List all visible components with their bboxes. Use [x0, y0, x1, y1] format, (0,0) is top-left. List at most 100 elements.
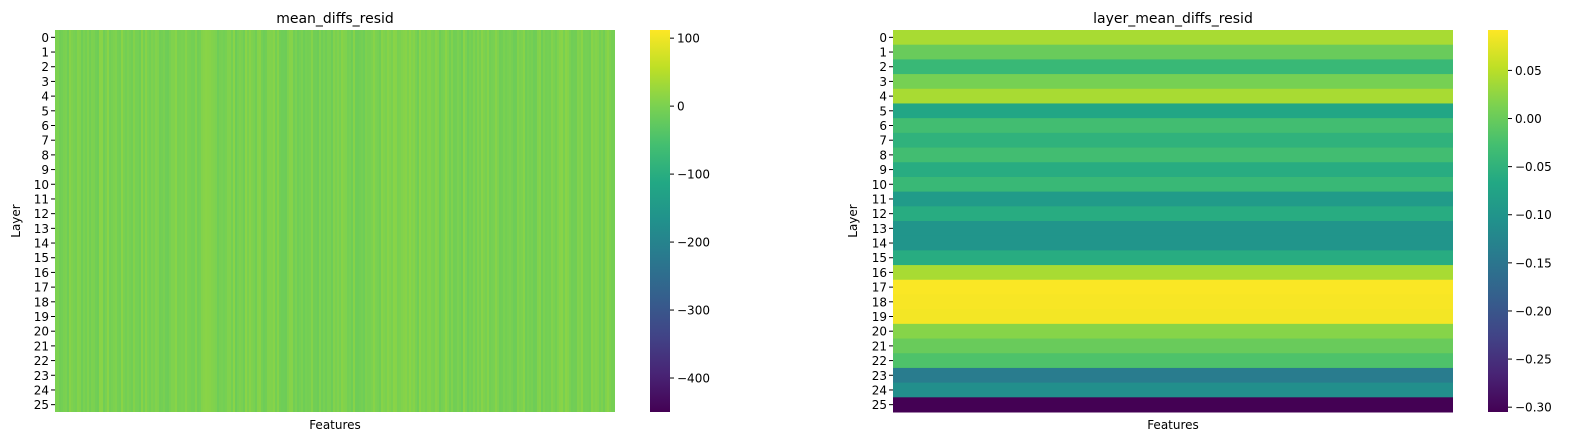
heatmap-left-feature-column	[229, 30, 231, 412]
heatmap-right-row-15	[893, 250, 1453, 266]
heatmap-left-feature-column	[289, 30, 291, 412]
heatmap-left-feature-column	[261, 30, 263, 412]
heatmap-left-feature-column	[233, 30, 235, 412]
heatmap-left-feature-column	[537, 30, 539, 412]
heatmap-left-feature-column	[353, 30, 355, 412]
heatmap-left-feature-column	[457, 30, 459, 412]
heatmap-left-feature-column	[383, 30, 385, 412]
y-tick-label: 14	[34, 237, 49, 251]
heatmap-left-feature-column	[153, 30, 155, 412]
heatmap-left-feature-column	[611, 30, 613, 412]
y-tick-label: 18	[34, 295, 49, 309]
heatmap-left-feature-column	[121, 30, 123, 412]
colorbar-left-ticks: 100 0 −100 −200 −300 −400	[670, 32, 710, 386]
heatmap-left-feature-column	[523, 30, 525, 412]
colorbar-tick-label: −200	[677, 236, 710, 250]
heatmap-left-feature-column	[205, 30, 207, 412]
y-tick-label: 7	[879, 134, 887, 148]
heatmap-right-row-19	[893, 309, 1453, 325]
heatmap-left-feature-column	[471, 30, 473, 412]
heatmap-left-feature-column	[151, 30, 153, 412]
heatmap-left-feature-column	[291, 30, 293, 412]
heatmap-left-feature-column	[443, 30, 445, 412]
heatmap-left-feature-column	[507, 30, 509, 412]
heatmap-left-feature-column	[441, 30, 443, 412]
heatmap-left-feature-column	[83, 30, 85, 412]
y-tick-label: 24	[872, 383, 887, 397]
y-tick-label: 2	[879, 60, 887, 74]
heatmap-left-feature-column	[203, 30, 205, 412]
heatmap-left-feature-column	[179, 30, 181, 412]
heatmap-left-feature-column	[497, 30, 499, 412]
heatmap-left-feature-column	[487, 30, 489, 412]
heatmap-left-feature-column	[491, 30, 493, 412]
heatmap-left-feature-column	[331, 30, 333, 412]
heatmap-left-feature-column	[367, 30, 369, 412]
heatmap-left-feature-column	[465, 30, 467, 412]
heatmap-left-feature-column	[241, 30, 243, 412]
y-tick-label: 7	[41, 134, 49, 148]
heatmap-right-row-2	[893, 59, 1453, 75]
y-tick-label: 13	[34, 222, 49, 236]
heatmap-left-feature-column	[309, 30, 311, 412]
heatmap-left-feature-column	[545, 30, 547, 412]
heatmap-left-feature-column	[305, 30, 307, 412]
heatmap-left-feature-column	[117, 30, 119, 412]
heatmap-left-feature-column	[297, 30, 299, 412]
colorbar-tick-label: −100	[677, 168, 710, 182]
heatmap-left-feature-column	[129, 30, 131, 412]
y-tick-label: 4	[41, 90, 49, 104]
heatmap-left-feature-column	[113, 30, 115, 412]
heatmap-left-feature-column	[313, 30, 315, 412]
y-tick-label: 0	[41, 31, 49, 45]
heatmap-left-feature-column	[455, 30, 457, 412]
heatmap-left-feature-column	[181, 30, 183, 412]
heatmap-left-feature-column	[417, 30, 419, 412]
colorbar-left: 100 0 −100 −200 −300 −400	[650, 30, 710, 412]
heatmap-left-feature-column	[191, 30, 193, 412]
heatmap-left-feature-column	[275, 30, 277, 412]
heatmap-left-feature-column	[215, 30, 217, 412]
heatmap-right-row-1	[893, 44, 1453, 60]
heatmap-left-feature-column	[591, 30, 593, 412]
heatmap-left-feature-column	[195, 30, 197, 412]
heatmap-left-feature-column	[351, 30, 353, 412]
heatmap-left-feature-column	[285, 30, 287, 412]
heatmap-left-feature-column	[85, 30, 87, 412]
heatmap-left-feature-column	[557, 30, 559, 412]
heatmap-left-feature-column	[147, 30, 149, 412]
heatmap-left-feature-column	[201, 30, 203, 412]
heatmap-left-feature-column	[551, 30, 553, 412]
heatmap-left-feature-column	[459, 30, 461, 412]
y-tick-label: 1	[879, 46, 887, 60]
colorbar-tick-label: −0.05	[1515, 160, 1552, 174]
heatmap-left-feature-column	[87, 30, 89, 412]
colorbar-tick-label: −0.10	[1515, 208, 1552, 222]
heatmap-left-feature-column	[77, 30, 79, 412]
heatmap-left-feature-column	[103, 30, 105, 412]
colorbar-tick-label: −0.30	[1515, 401, 1552, 415]
heatmap-right-row-21	[893, 338, 1453, 354]
heatmap-left-feature-column	[169, 30, 171, 412]
colorbar-tick-label: −0.20	[1515, 304, 1552, 318]
heatmap-left-feature-column	[527, 30, 529, 412]
heatmap-left-feature-column	[577, 30, 579, 412]
colorbar-tick-label: −300	[677, 304, 710, 318]
heatmap-left-feature-column	[247, 30, 249, 412]
heatmap-left-feature-column	[237, 30, 239, 412]
heatmap-left-feature-column	[319, 30, 321, 412]
y-tick-label: 23	[34, 369, 49, 383]
heatmap-left-feature-column	[413, 30, 415, 412]
heatmap-left-feature-column	[451, 30, 453, 412]
heatmap-left-feature-column	[601, 30, 603, 412]
heatmap-left-feature-column	[375, 30, 377, 412]
heatmap-left-feature-column	[225, 30, 227, 412]
heatmap-left-feature-column	[563, 30, 565, 412]
heatmap-left-feature-column	[329, 30, 331, 412]
heatmap-left-feature-column	[269, 30, 271, 412]
heatmap-left-feature-column	[425, 30, 427, 412]
heatmap-left-feature-column	[301, 30, 303, 412]
heatmap-right-row-11	[893, 191, 1453, 207]
heatmap-left-feature-column	[549, 30, 551, 412]
heatmap-left-feature-column	[167, 30, 169, 412]
